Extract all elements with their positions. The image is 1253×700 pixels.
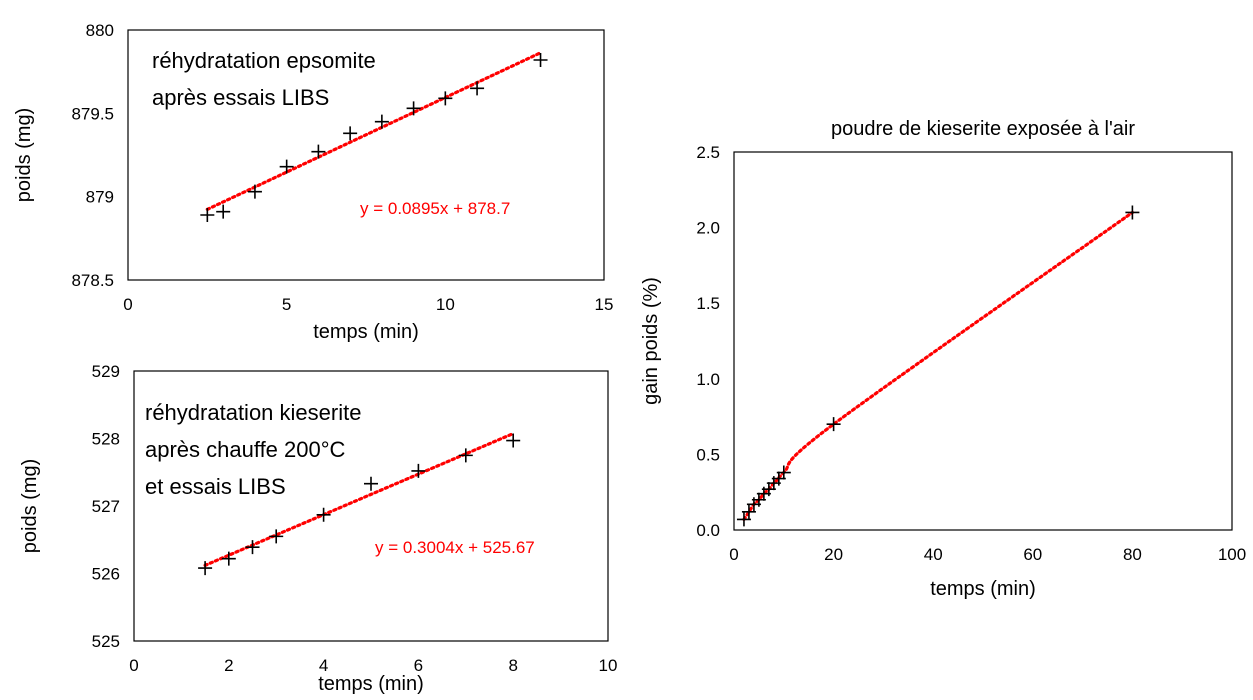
chart-title: poudre de kieserite exposée à l'air [831, 118, 1135, 140]
data-point [279, 159, 294, 174]
x-axis-title: temps (min) [930, 578, 1036, 600]
data-point [776, 465, 791, 480]
data-point [269, 529, 284, 544]
x-tick-label: 15 [595, 295, 614, 314]
plot-area [133, 370, 609, 642]
y-axis-title: poids (mg) [19, 459, 41, 553]
x-tick-label: 60 [1023, 545, 1042, 564]
x-tick-label: 10 [599, 656, 618, 675]
data-point [438, 91, 453, 106]
data-point [406, 101, 421, 116]
x-tick-label: 0 [123, 295, 132, 314]
y-axis-title: poids (mg) [13, 108, 35, 202]
y-tick-label: 879.5 [71, 104, 114, 123]
y-tick-label: 0.5 [696, 445, 720, 464]
y-tick-label: 529 [92, 362, 120, 381]
y-tick-label: 527 [92, 497, 120, 516]
x-axis-title: temps (min) [313, 321, 419, 343]
y-tick-label: 1.0 [696, 370, 720, 389]
y-tick-label: 878.5 [71, 271, 114, 290]
x-axis-title: temps (min) [318, 673, 424, 695]
y-tick-label: 879 [86, 188, 114, 207]
data-point [1125, 205, 1140, 220]
trendline [205, 51, 543, 211]
x-tick-label: 6 [414, 656, 423, 675]
annotation-line: après essais LIBS [152, 85, 329, 110]
data-point [198, 561, 213, 576]
chart-kieserite-air: poudre de kieserite exposée à l'air 0 20 40… [640, 118, 1246, 600]
data-point [247, 184, 262, 199]
x-tick-label: 20 [824, 545, 843, 564]
data-point [458, 448, 473, 463]
data-point [374, 114, 389, 129]
plot-area [733, 151, 1233, 531]
x-tick-label: 5 [282, 295, 291, 314]
data-point [200, 208, 215, 222]
data-point [221, 551, 236, 566]
chart-epsomite: 0 5 10 15 878.5 879 879.5 880 temps (min) poids (… [13, 21, 613, 343]
y-tick-label: 528 [92, 430, 120, 449]
y-tick-label: 525 [92, 632, 120, 651]
data-point [311, 144, 326, 159]
plot-area [127, 29, 605, 281]
x-tick-label: 2 [224, 656, 233, 675]
data-point [741, 504, 756, 519]
y-tick-label: 526 [92, 565, 120, 584]
data-point [470, 81, 485, 96]
x-tick-label: 40 [924, 545, 943, 564]
data-point [245, 540, 260, 555]
data-point [411, 463, 426, 478]
data-point [506, 433, 521, 448]
y-tick-label: 0.0 [696, 521, 720, 540]
data-point [216, 204, 231, 219]
y-axis-title: gain poids (%) [640, 277, 662, 405]
data-point [826, 417, 841, 432]
annotation-line: après chauffe 200°C [145, 437, 346, 462]
annotation-line: réhydratation epsomite [152, 48, 376, 73]
x-tick-label: 4 [319, 656, 328, 675]
annotation-line: et essais LIBS [145, 474, 286, 499]
chart-kieserite-heated: 0 2 4 6 8 10 525 526 527 528 529 temps (min) poids (… [19, 362, 617, 695]
data-point [736, 512, 751, 527]
trendline-equation: y = 0.3004x + 525.67 [375, 538, 535, 557]
x-tick-label: 8 [508, 656, 517, 675]
x-tick-label: 80 [1123, 545, 1142, 564]
data-point [533, 53, 548, 67]
x-tick-label: 10 [436, 295, 455, 314]
trendline [742, 210, 1134, 522]
data-point [364, 476, 378, 491]
x-tick-label: 0 [729, 545, 738, 564]
trendline-equation: y = 0.0895x + 878.7 [360, 199, 510, 218]
y-tick-label: 1.5 [696, 294, 720, 313]
annotation-line: réhydratation kieserite [145, 400, 361, 425]
x-tick-label: 100 [1218, 545, 1246, 564]
y-tick-label: 2.5 [696, 143, 720, 162]
y-tick-label: 2.0 [696, 219, 720, 238]
data-point [343, 126, 358, 141]
y-tick-label: 880 [86, 21, 114, 40]
data-point [316, 507, 331, 522]
x-tick-label: 0 [129, 656, 138, 675]
